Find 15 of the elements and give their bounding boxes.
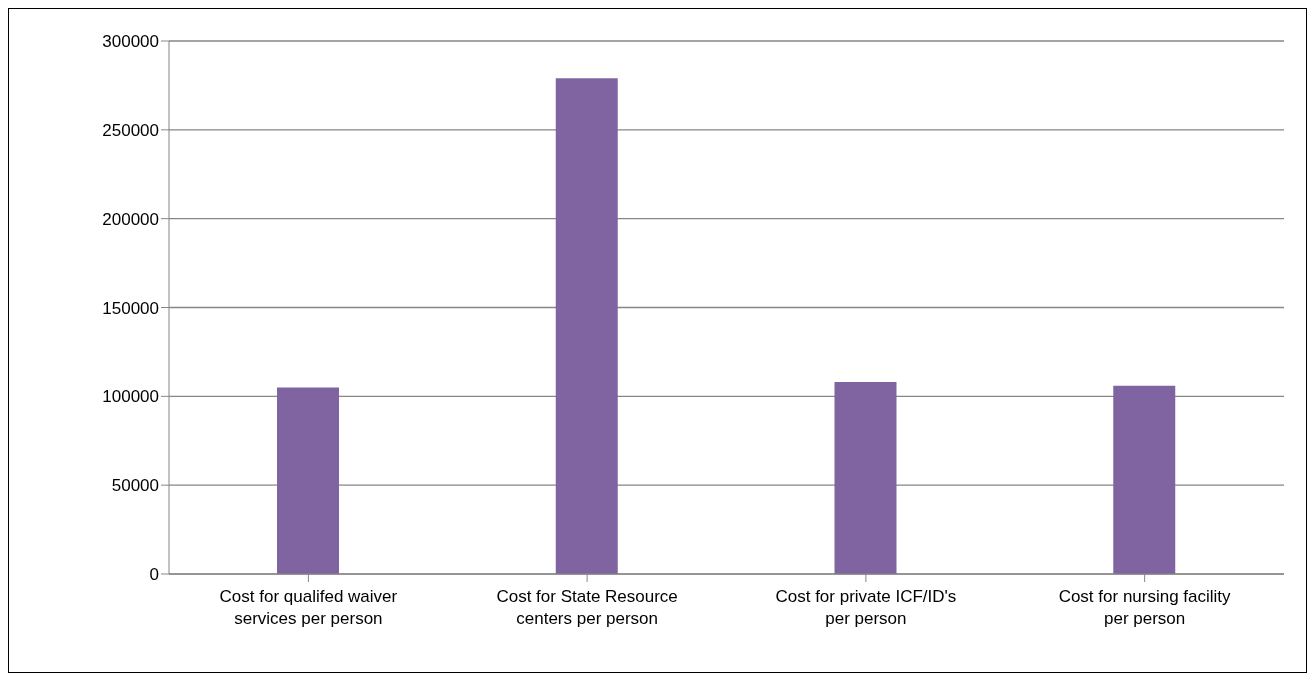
- x-tick-label: Cost for qualifed waiver services per person: [219, 587, 398, 628]
- x-tick-label: Cost for State Resource centers per person: [496, 587, 678, 628]
- y-tick-label: 300000: [102, 32, 159, 52]
- bar: [277, 387, 339, 574]
- y-tick-label: 50000: [111, 476, 159, 496]
- y-tick-label: 150000: [102, 298, 159, 318]
- x-tick-label: Cost for private ICF/ID's per person: [775, 587, 957, 628]
- bar: [555, 78, 618, 574]
- bar: [1113, 385, 1176, 574]
- bar: [834, 382, 897, 574]
- y-tick-label: 100000: [102, 387, 159, 407]
- y-tick-label: 250000: [102, 120, 159, 140]
- y-tick-label: 0: [149, 565, 159, 585]
- x-tick-label: Cost for nursing facility per person: [1058, 587, 1232, 628]
- y-tick-label: 200000: [102, 209, 159, 229]
